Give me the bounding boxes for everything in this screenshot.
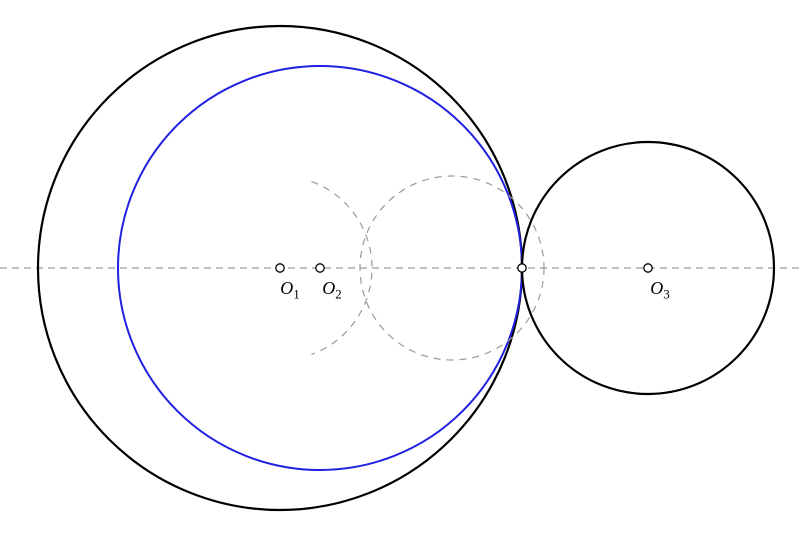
- point-marker-O2: [316, 264, 324, 272]
- geometry-diagram: [0, 0, 800, 534]
- point-marker-tangent-pt: [518, 264, 526, 272]
- point-marker-O3: [644, 264, 652, 272]
- label-subscript: 1: [293, 287, 300, 302]
- label-main: O: [650, 278, 663, 298]
- point-marker-O1: [276, 264, 284, 272]
- point-label-O3: O3: [650, 278, 670, 303]
- label-subscript: 2: [335, 287, 342, 302]
- point-label-O1: O1: [280, 278, 300, 303]
- label-main: O: [280, 278, 293, 298]
- label-subscript: 3: [663, 287, 670, 302]
- point-label-O2: O2: [322, 278, 342, 303]
- label-main: O: [322, 278, 335, 298]
